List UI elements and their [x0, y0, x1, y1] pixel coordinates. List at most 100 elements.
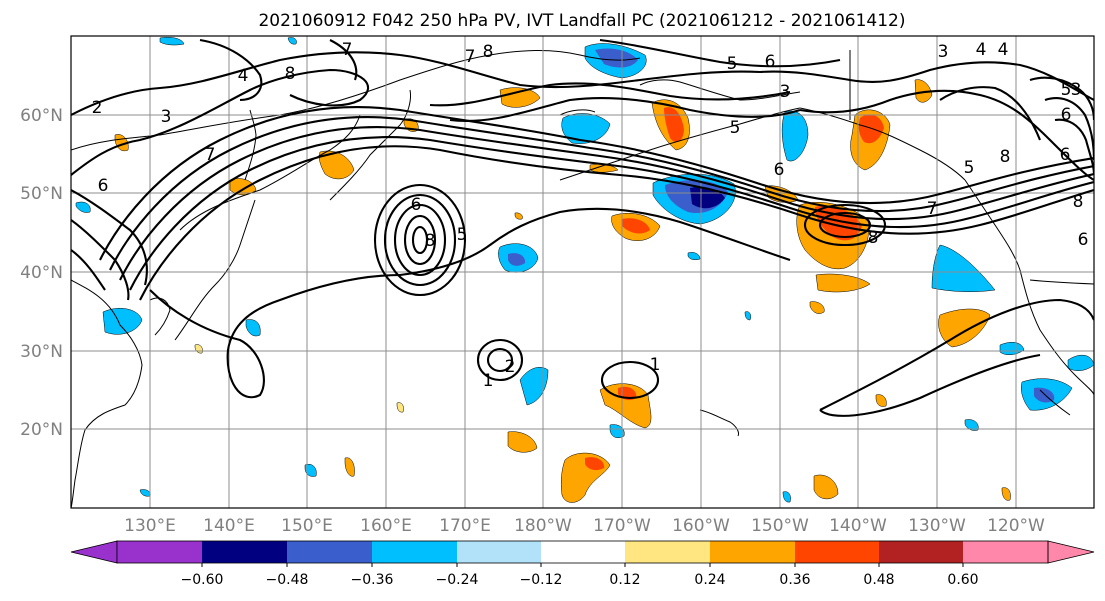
pv-contour-south-2 — [399, 207, 791, 277]
contour-label: 6 — [765, 52, 776, 72]
pv-contour-low-1 — [476, 338, 524, 382]
pv-contour-north-3 — [399, 53, 761, 89]
colorbar-bin — [625, 541, 710, 563]
colorbar-label: 0.36 — [779, 572, 810, 588]
neg-anomaly-10 — [999, 342, 1025, 355]
contour-label: 6 — [98, 176, 109, 196]
pv-contour-north-2 — [71, 68, 369, 176]
neg-anomaly-3-core — [690, 186, 725, 209]
contour-label: 6 — [1061, 105, 1072, 125]
colorbar-bin — [372, 541, 457, 563]
lon-label: 120°W — [987, 516, 1045, 536]
pv-contour-ak-3 — [939, 86, 1041, 141]
pv-contour-ak-6 — [1054, 118, 1094, 176]
colorbar-extend-high — [1047, 540, 1095, 564]
neg-anomaly-18 — [687, 252, 701, 261]
neg-anomaly-17 — [159, 37, 185, 46]
contour-label: 6 — [1060, 145, 1071, 165]
contour-label: 6 — [411, 195, 422, 215]
coastlines — [71, 50, 1094, 508]
lon-label: 160°E — [360, 516, 412, 536]
neg-anomaly-16 — [75, 201, 91, 213]
contour-label: 5 — [730, 118, 741, 138]
colorbar-bin — [963, 541, 1048, 563]
pv-contour-ak-4 — [1029, 76, 1094, 121]
coast-japan — [174, 199, 256, 341]
contour-labels: 2 3 6 4 8 7 8 6 3 6 5 5 4 3 6 5 8 7 6 8 … — [92, 40, 1089, 391]
lon-label: 170°E — [439, 516, 491, 536]
lat-label: 50°N — [20, 184, 63, 204]
coast-chukotka — [489, 50, 641, 61]
colorbar-label: 0.24 — [694, 572, 725, 588]
lon-label: 130°E — [124, 516, 176, 536]
lon-label: 150°W — [751, 516, 809, 536]
coast-alaska-south — [799, 107, 966, 181]
lat-label: 40°N — [20, 263, 63, 283]
pos-anomaly-19 — [809, 301, 825, 314]
coast-alaska-west — [639, 79, 801, 101]
neg-anomaly-5-core — [508, 253, 526, 266]
contour-label: 5 — [964, 158, 975, 178]
lon-label: 180°W — [514, 516, 572, 536]
neg-anomaly-22 — [287, 37, 297, 45]
neg-anomaly-19 — [744, 311, 752, 321]
contour-label: 8 — [285, 64, 296, 84]
colorbar-bin — [710, 541, 795, 563]
pv-contour-low-3 — [600, 360, 660, 400]
coast-hawaii — [699, 409, 739, 437]
contour-label: 1 — [650, 355, 661, 375]
lat-label: 60°N — [20, 106, 63, 126]
pos-anomaly-8 — [507, 431, 538, 453]
contour-label: 8 — [483, 42, 494, 62]
pv-contour-trough — [819, 298, 1094, 411]
contour-label: 8 — [1073, 192, 1084, 212]
contour-label: 7 — [342, 40, 353, 60]
pv-contour-jet-1 — [139, 145, 1094, 301]
neg-anomaly-7 — [102, 308, 143, 335]
pv-contour-jet-2 — [129, 136, 1094, 291]
pos-anomaly-7-core — [585, 457, 605, 471]
coast-asia-mainland — [71, 279, 143, 508]
contour-label: 2 — [505, 357, 516, 377]
pv-contour-cutoff-4 — [403, 214, 437, 266]
colorbar-label: −0.48 — [266, 572, 309, 588]
pv-contour-trough-2 — [819, 353, 1041, 417]
colorbar-label: −0.60 — [181, 572, 224, 588]
pv-contour-north-4 — [449, 96, 801, 122]
pos-anomaly-1-core — [664, 107, 684, 143]
colorbar: −0.60 −0.48 −0.36 −0.24 −0.12 0.12 0.24 … — [70, 540, 1095, 588]
contour-label: 8 — [425, 231, 436, 251]
plot-frame — [70, 35, 1095, 509]
pv-contour-ak-5 — [1044, 97, 1094, 161]
lon-label: 150°E — [281, 516, 333, 536]
pv-contour-ridge-2 — [818, 211, 872, 239]
negative-pv-anomalies — [75, 37, 1094, 503]
map-layers: 2 3 6 4 8 7 8 6 3 6 5 5 4 3 6 5 8 7 6 8 … — [71, 36, 1094, 508]
pos-anomaly-14 — [813, 474, 839, 500]
pos-anomaly-22 — [396, 402, 404, 413]
colorbar-bin — [117, 541, 202, 563]
contour-label: 5 — [457, 225, 468, 245]
pv-contour-cutoff-5 — [411, 225, 429, 255]
pv-contour-west-1 — [71, 189, 148, 286]
pv-contour-north-5 — [429, 82, 791, 107]
contour-label: 7 — [927, 199, 938, 219]
pv-contour-jet-5 — [99, 106, 1094, 261]
coast-okhotsk — [179, 114, 361, 231]
contour-label: 4 — [998, 40, 1009, 60]
map-title: 2021060912 F042 250 hPa PV, IVT Landfall… — [258, 11, 905, 31]
colorbar-bin — [879, 541, 963, 563]
pos-anomaly-4-core — [622, 218, 650, 234]
pv-contour-upper-3 — [599, 38, 841, 68]
pos-anomaly-15 — [344, 457, 355, 477]
pv-contour-cutoff-1 — [373, 183, 467, 297]
pos-anomaly-9 — [499, 87, 541, 108]
lon-label: 140°W — [829, 516, 887, 536]
neg-anomaly-20 — [782, 491, 791, 503]
pv-contour-north-1 — [71, 51, 401, 116]
pv-contour-ridge-1 — [803, 203, 887, 247]
neg-anomaly-6 — [931, 244, 996, 292]
pv-contour-south-1 — [149, 273, 401, 399]
pv-contour-upper-1 — [199, 38, 263, 102]
